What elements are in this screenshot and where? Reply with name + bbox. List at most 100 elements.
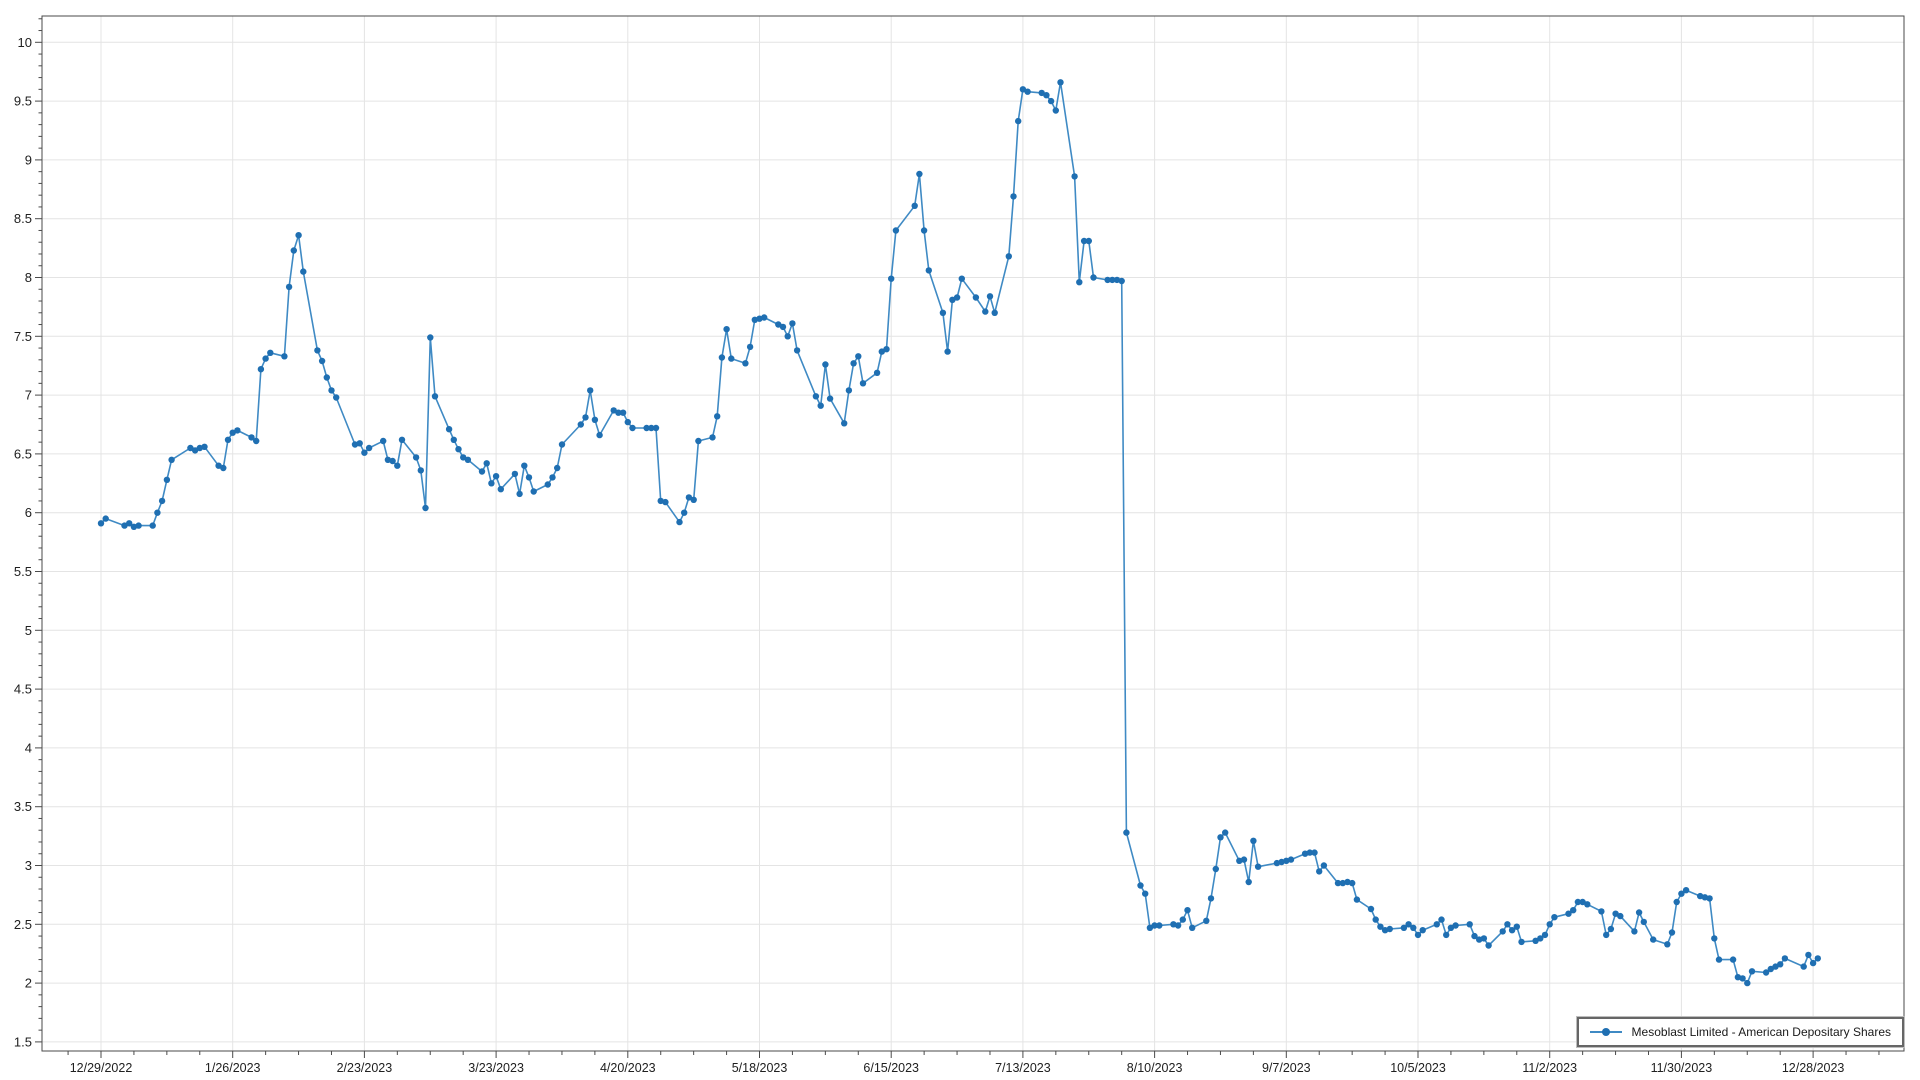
data-point [158, 497, 166, 505]
data-point [1254, 863, 1262, 870]
data-point [488, 480, 495, 487]
data-point [1184, 907, 1191, 914]
data-point [333, 394, 340, 401]
data-point [126, 520, 133, 527]
data-point [779, 323, 787, 331]
data-point [1546, 921, 1553, 928]
data-point [859, 380, 867, 387]
data-point [883, 346, 890, 353]
data-point [445, 426, 453, 433]
x-tick-label: 5/18/2023 [732, 1061, 788, 1075]
data-point [591, 416, 599, 423]
data-point [154, 509, 161, 516]
data-point [323, 374, 330, 381]
x-tick-label: 11/2/2023 [1522, 1061, 1577, 1075]
data-point [1080, 237, 1088, 245]
data-point [1744, 979, 1751, 987]
data-point [1123, 829, 1130, 836]
x-tick-label: 6/15/2023 [863, 1061, 919, 1075]
data-point [873, 369, 881, 376]
data-point [1800, 963, 1807, 970]
y-tick-label: 2 [25, 976, 32, 991]
data-point [1174, 922, 1182, 929]
y-tick-label: 1.5 [14, 1034, 32, 1049]
data-point [685, 494, 693, 501]
data-point [1179, 916, 1187, 923]
data-point [695, 437, 702, 445]
data-point [1207, 895, 1215, 902]
data-point [1485, 942, 1492, 949]
data-point [1104, 276, 1111, 284]
data-point [1015, 117, 1022, 125]
data-point [1386, 925, 1394, 933]
data-point [1537, 935, 1544, 942]
data-point [1024, 88, 1031, 95]
data-point [1245, 878, 1252, 886]
data-point [281, 353, 288, 360]
data-point [925, 267, 932, 274]
data-point [1240, 856, 1248, 863]
data-point [558, 441, 566, 448]
data-point [365, 444, 373, 452]
data-point [521, 462, 528, 469]
data-point [389, 457, 396, 465]
data-point [1142, 890, 1149, 897]
series-line [100, 81, 1819, 984]
data-point [97, 520, 105, 527]
data-point [450, 436, 457, 443]
data-point [582, 414, 589, 421]
data-point [1584, 901, 1591, 908]
data-point [464, 456, 472, 463]
data-point [911, 202, 918, 209]
data-point [492, 473, 500, 480]
data-point [544, 481, 551, 488]
data-point [1019, 86, 1027, 93]
data-point [201, 443, 208, 450]
data-point [1715, 956, 1723, 963]
data-point [290, 247, 297, 254]
data-point [1781, 955, 1789, 962]
data-point [723, 326, 730, 333]
data-point [525, 474, 533, 481]
data-point [1767, 965, 1775, 973]
data-point [855, 353, 862, 360]
data-point [624, 418, 631, 426]
data-point [1212, 865, 1220, 873]
data-point [793, 347, 801, 354]
data-point [1762, 969, 1770, 976]
data-point [1156, 922, 1163, 929]
data-point [1349, 879, 1356, 887]
y-tick-label: 6 [25, 505, 32, 520]
data-point [262, 355, 269, 362]
data-point [1320, 862, 1328, 869]
data-point [1504, 921, 1511, 928]
x-tick-label: 12/29/2022 [70, 1061, 133, 1075]
data-point [850, 360, 857, 367]
data-point [318, 357, 326, 365]
data-point [1118, 277, 1125, 285]
legend-label: Mesoblast Limited - American Depositary … [1631, 1025, 1891, 1039]
data-point [1551, 914, 1558, 921]
data-point [841, 420, 848, 427]
data-point [1405, 921, 1412, 928]
data-point [460, 454, 467, 461]
data-point [888, 275, 895, 282]
data-point [761, 314, 768, 321]
data-point [991, 309, 998, 316]
data-point [939, 309, 947, 316]
legend[interactable]: Mesoblast Limited - American Depositary … [1576, 1017, 1904, 1047]
data-point [1777, 961, 1784, 968]
data-point [1574, 898, 1582, 906]
data-point [361, 449, 368, 456]
y-tick-label: 4 [25, 740, 32, 755]
data-point [1739, 975, 1746, 982]
data-point [511, 470, 519, 478]
data-point [398, 436, 406, 443]
y-tick-label: 9.5 [14, 94, 32, 109]
y-tick-label: 8.5 [14, 211, 32, 226]
data-point [681, 509, 688, 516]
x-tick-label: 12/28/2023 [1782, 1061, 1845, 1075]
y-tick-label: 3.5 [14, 799, 32, 814]
data-point [643, 424, 650, 432]
